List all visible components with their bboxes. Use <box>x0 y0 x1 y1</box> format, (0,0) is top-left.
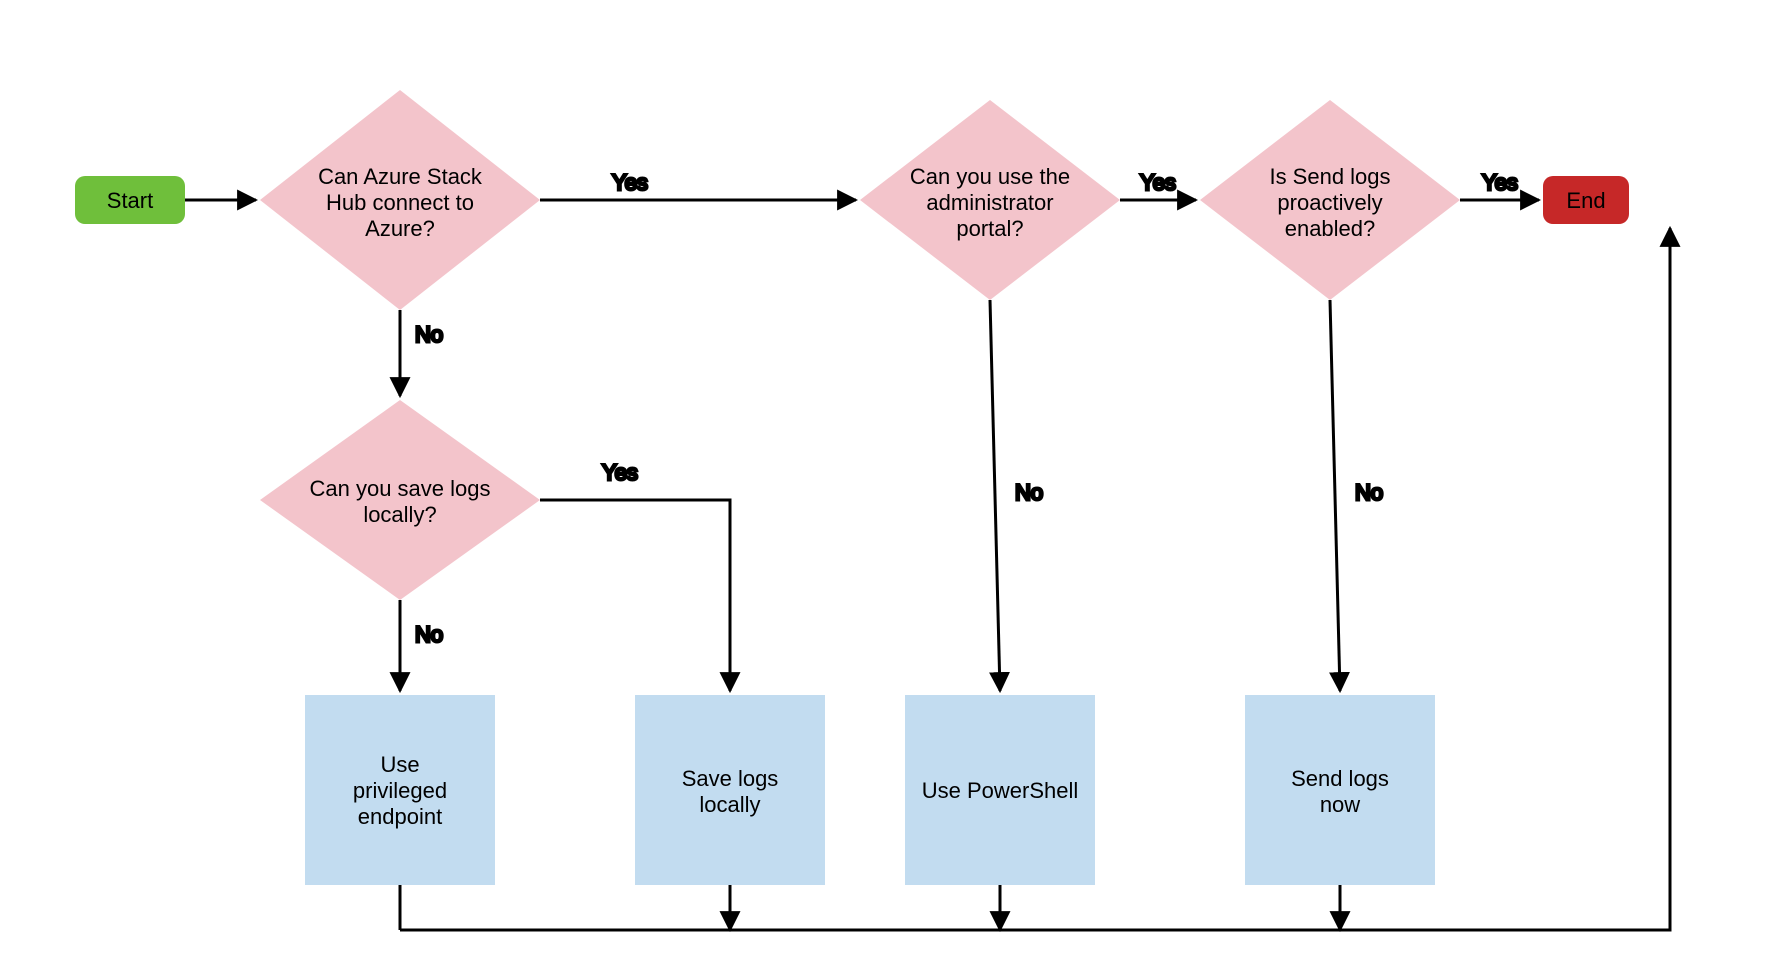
svg-text:administrator: administrator <box>926 190 1053 215</box>
decision-save-locally: Can you save logs locally? <box>260 400 540 600</box>
svg-text:Use: Use <box>380 752 419 777</box>
svg-text:Azure?: Azure? <box>365 216 435 241</box>
svg-text:Can Azure Stack: Can Azure Stack <box>318 164 483 189</box>
svg-text:endpoint: endpoint <box>358 804 442 829</box>
svg-text:Hub connect to: Hub connect to <box>326 190 474 215</box>
svg-text:Is Send logs: Is Send logs <box>1269 164 1390 189</box>
svg-text:locally: locally <box>699 792 760 817</box>
process-privileged-endpoint: Use privileged endpoint <box>305 695 495 885</box>
svg-text:Save logs: Save logs <box>682 766 779 791</box>
svg-text:proactively: proactively <box>1277 190 1382 215</box>
label-d3-no: No <box>1015 480 1043 505</box>
decision-admin-portal: Can you use the administrator portal? <box>860 100 1120 300</box>
process-send-logs-now: Send logs now <box>1245 695 1435 885</box>
svg-text:Can you save logs: Can you save logs <box>310 476 491 501</box>
svg-text:portal?: portal? <box>956 216 1023 241</box>
process-use-powershell: Use PowerShell <box>905 695 1095 885</box>
label-d2-no: No <box>415 622 443 647</box>
svg-text:enabled?: enabled? <box>1285 216 1376 241</box>
label-d4-no: No <box>1355 480 1383 505</box>
process-save-locally: Save logs locally <box>635 695 825 885</box>
start-node: Start <box>75 176 185 224</box>
decision-azure-connect: Can Azure Stack Hub connect to Azure? <box>260 90 540 310</box>
svg-text:End: End <box>1566 188 1605 213</box>
svg-text:now: now <box>1320 792 1360 817</box>
edge-d4-p4 <box>1330 300 1340 691</box>
svg-text:locally?: locally? <box>363 502 436 527</box>
label-d2-yes: Yes <box>602 460 638 485</box>
label-d4-yes: Yes <box>1482 170 1518 195</box>
svg-text:privileged: privileged <box>353 778 447 803</box>
svg-text:Send logs: Send logs <box>1291 766 1389 791</box>
label-d1-yes: Yes <box>612 170 648 195</box>
decision-proactive-enabled: Is Send logs proactively enabled? <box>1200 100 1460 300</box>
label-d1-no: No <box>415 322 443 347</box>
edge-d2-p2 <box>540 500 730 691</box>
edge-d3-p3 <box>990 300 1000 691</box>
end-node: End <box>1543 176 1629 224</box>
svg-text:Start: Start <box>107 188 153 213</box>
svg-text:Use PowerShell: Use PowerShell <box>922 778 1079 803</box>
label-d3-yes: Yes <box>1140 170 1176 195</box>
flowchart: Yes No No Yes Yes No Yes No Start <box>0 0 1782 962</box>
svg-text:Can you use the: Can you use the <box>910 164 1070 189</box>
